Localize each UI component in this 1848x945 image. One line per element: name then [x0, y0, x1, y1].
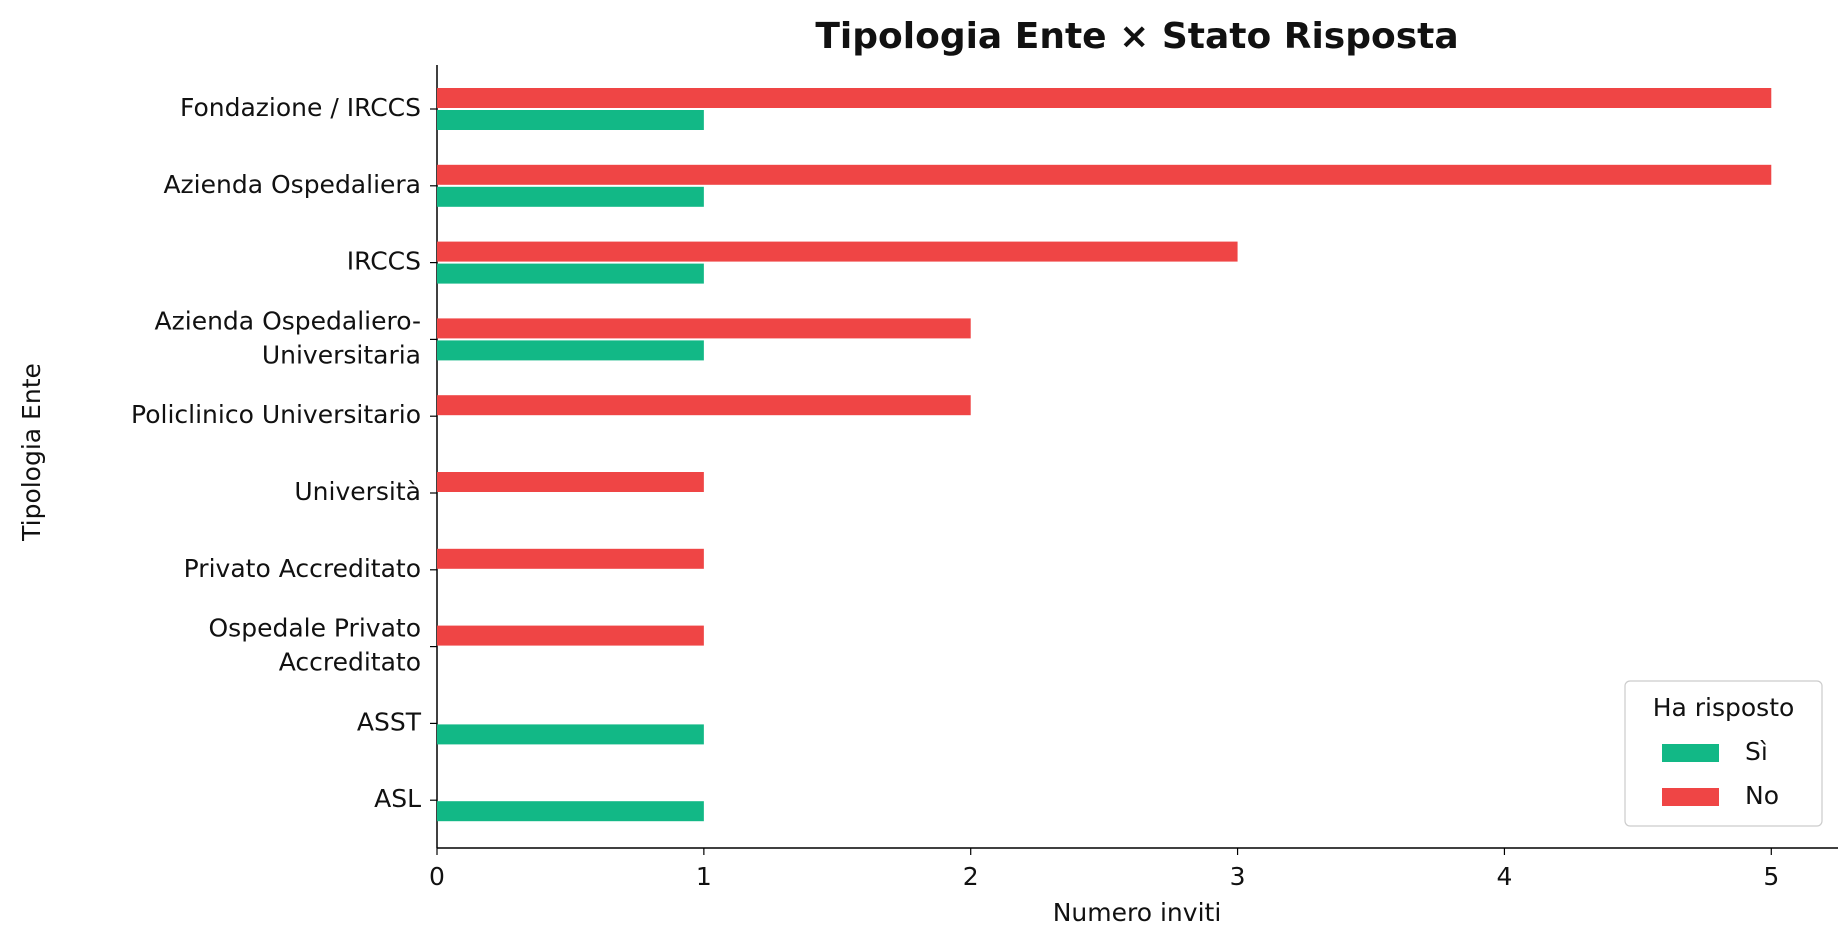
legend-title: Ha risposto	[1653, 693, 1795, 722]
y-tick-label: Fondazione / IRCCS	[180, 93, 421, 122]
bar	[437, 110, 704, 130]
x-tick-label: 5	[1763, 862, 1779, 891]
legend-swatch	[1662, 788, 1719, 806]
bar	[437, 801, 704, 822]
y-tick-label: ASL	[374, 784, 421, 813]
x-tick-label: 1	[696, 862, 712, 891]
bar	[437, 164, 1772, 185]
legend-label: No	[1745, 781, 1779, 810]
y-tick-label: Policlinico Universitario	[131, 400, 421, 429]
legend-label: Sì	[1745, 737, 1768, 766]
bar	[437, 318, 971, 339]
x-tick-label: 3	[1230, 862, 1246, 891]
y-tick-label: Ospedale Privato Accreditato	[209, 614, 422, 677]
y-tick-label: Privato Accreditato	[184, 554, 421, 583]
bar	[437, 472, 704, 492]
bar	[437, 186, 704, 207]
y-tick-label: IRCCS	[347, 247, 421, 276]
bar	[437, 548, 704, 569]
y-tick-label: Università	[294, 477, 421, 506]
x-axis-label: Numero inviti	[1053, 898, 1222, 927]
bar	[437, 263, 704, 284]
bar	[437, 241, 1238, 262]
chart-title: Tipologia Ente × Stato Risposta	[815, 16, 1458, 57]
bar	[437, 88, 1772, 108]
y-tick-label: Azienda Ospedaliera	[163, 170, 421, 199]
bar	[437, 340, 704, 361]
x-tick-label: 2	[963, 862, 979, 891]
x-tick-label: 0	[429, 862, 445, 891]
bar	[437, 395, 971, 416]
y-tick-label: Azienda Ospedaliero-Universitaria	[155, 306, 421, 369]
y-tick-label: ASST	[357, 707, 422, 736]
legend-swatch	[1662, 744, 1719, 762]
bar	[437, 625, 704, 646]
y-axis-label: Tipologia Ente	[17, 363, 46, 542]
x-tick-label: 4	[1496, 862, 1512, 891]
bar	[437, 724, 704, 745]
